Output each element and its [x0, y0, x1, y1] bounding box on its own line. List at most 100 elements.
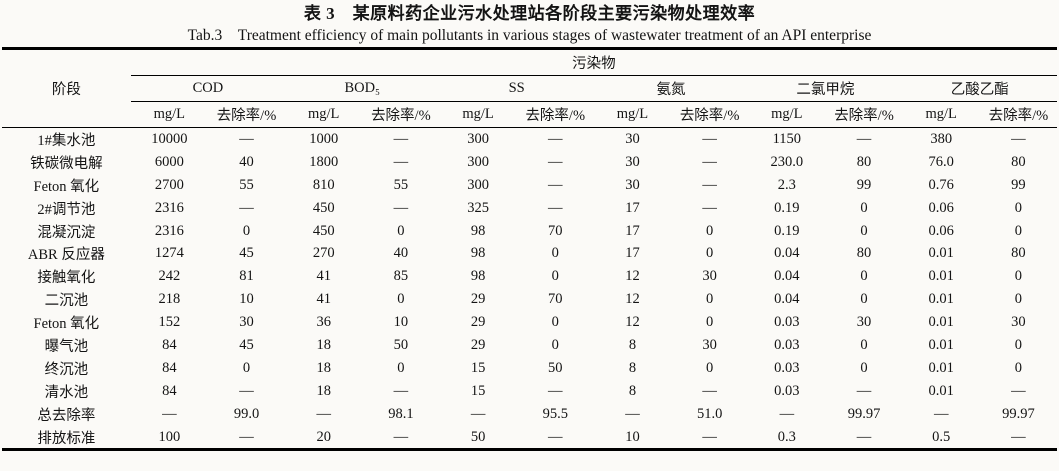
- value-cell: 0.04: [774, 268, 800, 285]
- value-cell: 0.06: [928, 199, 954, 216]
- value-cell: 10000: [151, 130, 188, 147]
- value-cell: —: [856, 382, 872, 399]
- stage-cell: Feton 氧化: [33, 316, 100, 333]
- value-cell: 30: [239, 314, 254, 331]
- value-cell: 0: [551, 268, 559, 285]
- removal-rate-header: 去除率/%: [979, 101, 1057, 128]
- value-cell: 80: [856, 245, 872, 262]
- value-cell: 450: [312, 199, 335, 216]
- pollutant-group-header: BOD₅: [285, 75, 440, 102]
- pollutant-group-header: COD: [130, 75, 286, 102]
- stage-cell: 排放标准: [37, 430, 96, 447]
- value-cell: 0.01: [928, 314, 954, 331]
- value-cell: 218: [158, 291, 181, 308]
- table-row: 二沉池 218 10 41 0 29 70 12 0 0.04 0 0.01 0: [2, 288, 1057, 311]
- value-cell: 18: [316, 359, 331, 376]
- value-cell: 29: [470, 336, 486, 353]
- value-cell: 81: [239, 268, 254, 285]
- unit-header: mg/L: [902, 101, 980, 128]
- stage-cell: 铁碳微电解: [30, 155, 103, 172]
- value-cell: 17: [625, 222, 640, 239]
- value-cell: 30: [702, 268, 717, 285]
- value-cell: 0.5: [932, 428, 951, 445]
- value-cell: 0.3: [777, 428, 796, 445]
- value-cell: —: [1011, 130, 1026, 147]
- value-cell: —: [1011, 382, 1026, 399]
- value-cell: —: [933, 405, 949, 422]
- value-cell: 300: [467, 130, 489, 147]
- value-cell: 0.76: [928, 176, 954, 193]
- value-cell: 99.97: [1002, 405, 1035, 422]
- table-body: 1#集水池 10000—1000—300—30—1150—380— 铁碳微电解 600…: [2, 128, 1057, 450]
- table-row: ABR 反应器 1274 45 270 40 98 0 17 0 0.04 80 0.01 80: [2, 242, 1057, 265]
- table-row: 排放标准 100 — 20 — 50 — 10 — 0.3 — 0.5 —: [2, 426, 1057, 450]
- value-cell: 0: [706, 245, 714, 262]
- value-cell: 20: [316, 428, 331, 445]
- stage-cell: 二沉池: [44, 293, 89, 310]
- table-row: 铁碳微电解 6000 40 1800 — 300 — 30 — 230.0 80 76.0 80: [2, 151, 1057, 174]
- stage-cell: 2#调节池: [37, 201, 96, 218]
- value-cell: 0.04: [774, 245, 800, 262]
- value-cell: 0: [860, 199, 868, 216]
- table-row: 混凝沉淀 2316 0 450 0 98 70 17 0 0.19 0 0.06 0: [2, 220, 1057, 243]
- header-row-units: mg/L 去除率/% mg/L 去除率/% mg/L 去除率/% mg/L 去除率/% mg/L…: [2, 101, 1057, 128]
- table-header: 阶段 污染物 COD BOD₅ SS 氨氮 二氯甲烷 乙酸乙酯 mg/L 去除率/% mg/L…: [2, 48, 1057, 128]
- value-cell: 0: [551, 314, 559, 331]
- value-cell: 99: [1011, 176, 1026, 193]
- pollutant-group-header: 乙酸乙酯: [902, 75, 1057, 102]
- value-cell: —: [393, 382, 409, 399]
- value-cell: 10: [393, 314, 409, 331]
- stage-cell: 总去除率: [37, 407, 96, 424]
- value-cell: 99.0: [233, 405, 260, 422]
- value-cell: 0: [1014, 199, 1023, 216]
- value-cell: 0: [860, 268, 868, 285]
- stage-cell: 混凝沉淀: [37, 224, 96, 241]
- value-cell: —: [393, 199, 409, 216]
- value-cell: —: [702, 130, 717, 147]
- value-cell: 17: [625, 245, 640, 262]
- pollutant-group-header: SS: [439, 75, 594, 102]
- value-cell: 0: [860, 222, 868, 239]
- value-cell: 36: [316, 314, 331, 331]
- value-cell: 99.97: [847, 405, 881, 422]
- stage-cell: Feton 氧化: [33, 178, 100, 195]
- value-cell: 17: [625, 199, 640, 216]
- value-cell: 40: [393, 245, 409, 262]
- value-cell: 8: [628, 382, 637, 399]
- value-cell: 98: [470, 245, 486, 262]
- value-cell: 30: [856, 314, 872, 331]
- value-cell: 12: [625, 291, 640, 308]
- value-cell: 0: [397, 291, 405, 308]
- value-cell: 0: [1014, 291, 1023, 308]
- value-cell: 0.03: [774, 336, 800, 353]
- header-row-pollutants: 阶段 污染物: [2, 48, 1057, 128]
- value-cell: 99: [856, 176, 872, 193]
- value-cell: 2.3: [777, 176, 796, 193]
- stage-column-header: 阶段: [2, 48, 131, 128]
- value-cell: —: [316, 405, 331, 422]
- value-cell: —: [702, 382, 717, 399]
- value-cell: 15: [470, 359, 486, 376]
- pollutants-span-header: 污染物: [130, 48, 1057, 76]
- value-cell: —: [548, 382, 563, 399]
- value-cell: 2700: [154, 176, 184, 193]
- value-cell: —: [548, 176, 563, 193]
- value-cell: 80: [1011, 245, 1026, 262]
- table-title-cn: 表 3 某原料药企业污水处理站各阶段主要污染物处理效率: [303, 4, 756, 23]
- value-cell: 12: [625, 268, 640, 285]
- value-cell: —: [702, 153, 717, 170]
- value-cell: 0: [706, 291, 714, 308]
- table-row: 清水池 84 — 18 — 15 — 8 — 0.03 — 0.01 —: [2, 380, 1057, 403]
- value-cell: 6000: [154, 153, 184, 170]
- table-row: 总去除率 — 99.0 — 98.1 — 95.5 — 51.0 — 99.97 — 99.97: [2, 403, 1057, 426]
- value-cell: 0: [1014, 359, 1023, 376]
- value-cell: 0.01: [928, 382, 954, 399]
- stage-cell: 清水池: [44, 384, 89, 401]
- table-row: 终沉池 84 0 18 0 15 50 8 0 0.03 0 0.01 0: [2, 357, 1057, 380]
- pollutant-group-header: 氨氮: [593, 75, 749, 102]
- value-cell: 51.0: [696, 405, 723, 422]
- value-cell: 30: [1011, 314, 1026, 331]
- unit-header: mg/L: [593, 101, 672, 128]
- value-cell: 270: [312, 245, 335, 262]
